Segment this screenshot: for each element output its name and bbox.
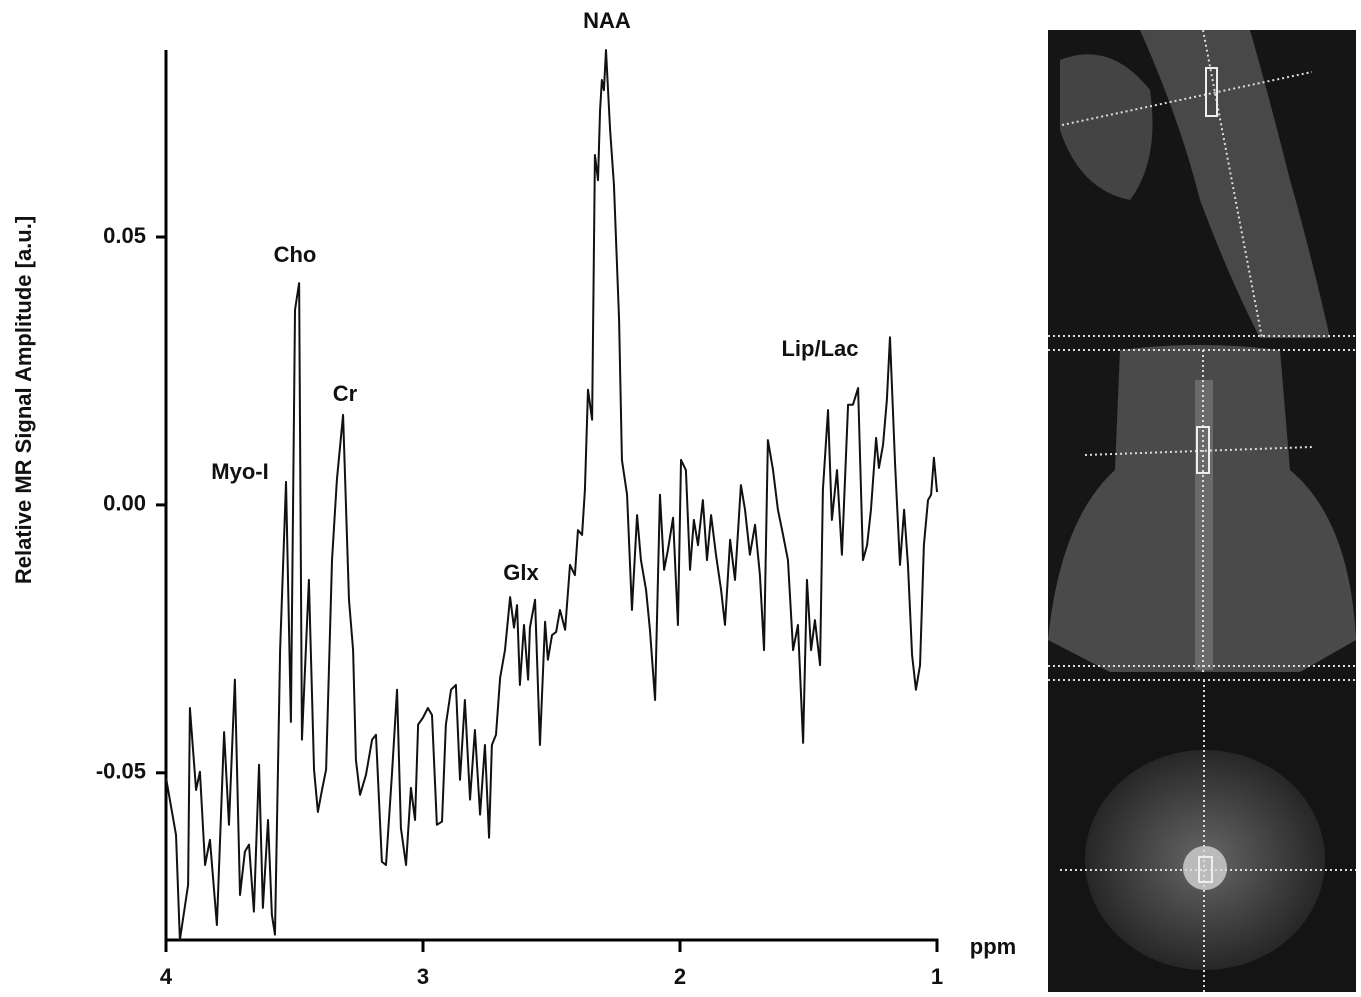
x-axis-label: ppm bbox=[970, 934, 1016, 959]
y-axis-label: Relative MR Signal Amplitude [a.u.] bbox=[11, 216, 36, 584]
peak-label: Glx bbox=[503, 560, 539, 585]
y-tick-label: -0.05 bbox=[96, 759, 146, 784]
mri-images bbox=[1048, 29, 1356, 992]
x-tick-label: 2 bbox=[674, 964, 686, 989]
x-tick-label: 3 bbox=[417, 964, 429, 989]
x-tick-label: 1 bbox=[931, 964, 943, 989]
sagittal-anatomy bbox=[1140, 30, 1330, 338]
x-tick-label: 4 bbox=[160, 964, 173, 989]
peak-label: Myo-I bbox=[211, 459, 268, 484]
spectrum-line bbox=[165, 49, 938, 941]
peak-label: Cr bbox=[333, 381, 358, 406]
sagittal-head bbox=[1060, 54, 1153, 201]
y-tick-label: 0.05 bbox=[103, 223, 146, 248]
peak-label: Cho bbox=[274, 242, 317, 267]
y-tick-label: 0.00 bbox=[103, 491, 146, 516]
peak-label: NAA bbox=[583, 8, 631, 33]
peak-label: Lip/Lac bbox=[781, 336, 858, 361]
